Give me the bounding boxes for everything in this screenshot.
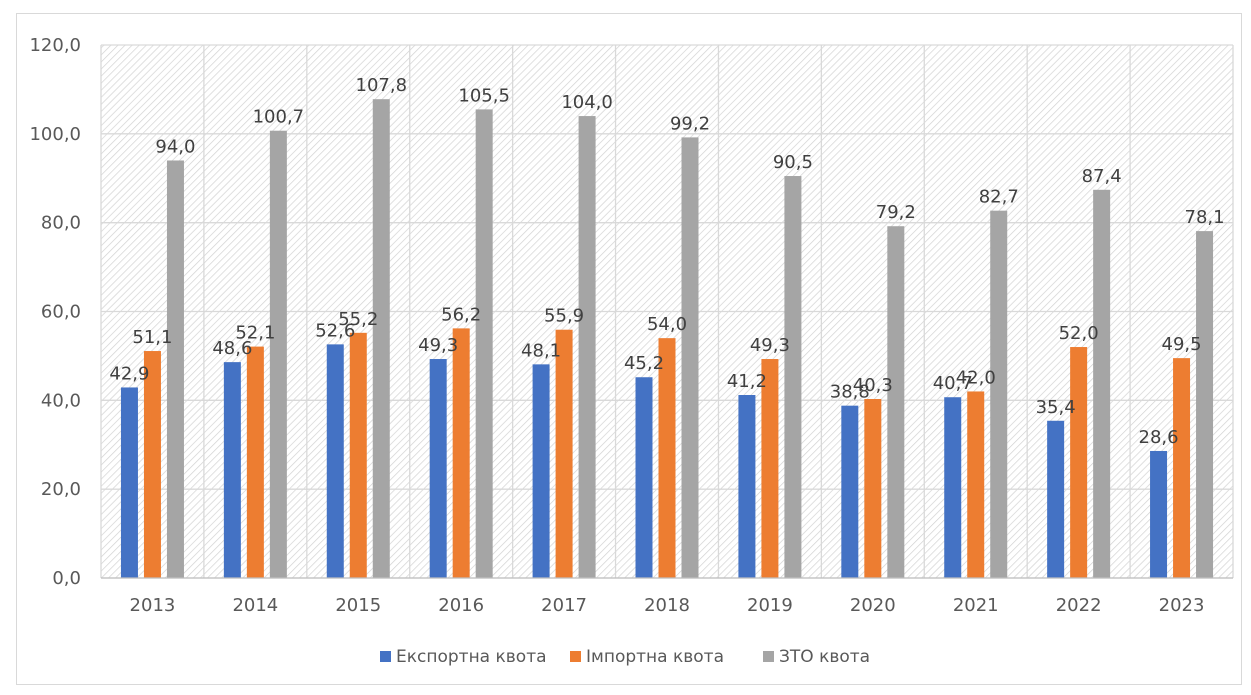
y-tick-label: 120,0 — [29, 35, 81, 56]
bar-1 — [944, 397, 962, 578]
bar-1 — [841, 405, 859, 578]
bar-1 — [532, 364, 550, 578]
data-label: 94,0 — [155, 136, 195, 157]
legend-swatch — [763, 651, 774, 662]
x-tick-label: 2020 — [850, 595, 896, 616]
x-tick-label: 2022 — [1056, 595, 1102, 616]
data-label: 79,2 — [876, 202, 916, 223]
data-label: 55,2 — [338, 309, 378, 330]
bar-2 — [967, 391, 985, 578]
y-tick-label: 20,0 — [41, 479, 81, 500]
x-tick-label: 2017 — [541, 595, 587, 616]
data-label: 42,9 — [109, 363, 149, 384]
bar-3 — [269, 130, 287, 578]
x-tick-label: 2014 — [232, 595, 278, 616]
data-label: 104,0 — [561, 92, 613, 113]
data-label: 82,7 — [979, 187, 1019, 208]
bar-3 — [681, 137, 699, 579]
bar-1 — [1150, 450, 1168, 578]
x-tick-label: 2019 — [747, 595, 793, 616]
bar-3 — [166, 160, 184, 578]
bar-1 — [223, 362, 241, 578]
bar-1 — [635, 377, 653, 578]
bar-3 — [887, 226, 905, 578]
data-label: 105,5 — [458, 85, 510, 106]
legend-swatch — [570, 651, 581, 662]
legend-label: Імпортна квота — [586, 647, 724, 667]
data-label: 45,2 — [624, 353, 664, 374]
data-label: 52,1 — [235, 323, 275, 344]
data-label: 90,5 — [773, 152, 813, 173]
y-tick-label: 0,0 — [52, 568, 81, 589]
y-tick-label: 100,0 — [29, 124, 81, 145]
data-label: 52,0 — [1059, 323, 1099, 344]
bar-3 — [990, 210, 1008, 578]
data-label: 49,5 — [1162, 334, 1202, 355]
y-tick-label: 40,0 — [41, 390, 81, 411]
data-label: 28,6 — [1139, 427, 1179, 448]
x-tick-label: 2023 — [1159, 595, 1205, 616]
bar-2 — [761, 359, 779, 578]
x-tick-label: 2015 — [335, 595, 381, 616]
x-tick-label: 2016 — [438, 595, 484, 616]
bar-3 — [784, 176, 802, 578]
data-label: 56,2 — [441, 304, 481, 325]
bar-3 — [475, 109, 493, 578]
x-tick-label: 2013 — [130, 595, 176, 616]
bar-2 — [658, 338, 676, 578]
x-tick-label: 2021 — [953, 595, 999, 616]
bar-1 — [326, 344, 344, 578]
bar-3 — [372, 99, 390, 579]
data-label: 49,3 — [418, 335, 458, 356]
bar-1 — [1047, 420, 1065, 578]
data-label: 35,4 — [1036, 397, 1076, 418]
data-label: 52,6 — [315, 320, 355, 341]
legend-swatch — [380, 651, 391, 662]
data-label: 42,0 — [956, 367, 996, 388]
data-label: 100,7 — [253, 107, 305, 128]
bar-2 — [143, 351, 161, 578]
data-label: 38,8 — [830, 382, 870, 403]
data-label: 99,2 — [670, 113, 710, 134]
y-tick-label: 60,0 — [41, 302, 81, 323]
bar-2 — [1173, 358, 1191, 578]
bar-1 — [738, 395, 756, 578]
data-label: 48,6 — [212, 338, 252, 359]
data-label: 51,1 — [132, 327, 172, 348]
data-label: 49,3 — [750, 335, 790, 356]
legend-label: Експортна квота — [396, 647, 547, 667]
data-label: 87,4 — [1082, 166, 1122, 187]
data-label: 41,2 — [727, 371, 767, 392]
bar-2 — [1070, 347, 1088, 578]
data-label: 78,1 — [1185, 207, 1225, 228]
data-label: 48,1 — [521, 340, 561, 361]
bar-2 — [349, 332, 367, 578]
x-tick-label: 2018 — [644, 595, 690, 616]
bar-3 — [1093, 189, 1111, 578]
bar-2 — [452, 328, 470, 578]
data-label: 40,7 — [933, 373, 973, 394]
bar-2 — [555, 329, 573, 578]
data-label: 40,3 — [853, 375, 893, 396]
bar-3 — [1196, 231, 1214, 578]
bar-3 — [578, 116, 596, 579]
bar-1 — [429, 359, 447, 578]
data-label: 107,8 — [356, 75, 408, 96]
legend-label: ЗТО квота — [779, 647, 870, 667]
bar-1 — [120, 387, 138, 578]
data-label: 55,9 — [544, 306, 584, 327]
bar-2 — [246, 346, 264, 578]
bar-2 — [864, 399, 882, 578]
data-label: 54,0 — [647, 314, 687, 335]
y-tick-label: 80,0 — [41, 213, 81, 234]
